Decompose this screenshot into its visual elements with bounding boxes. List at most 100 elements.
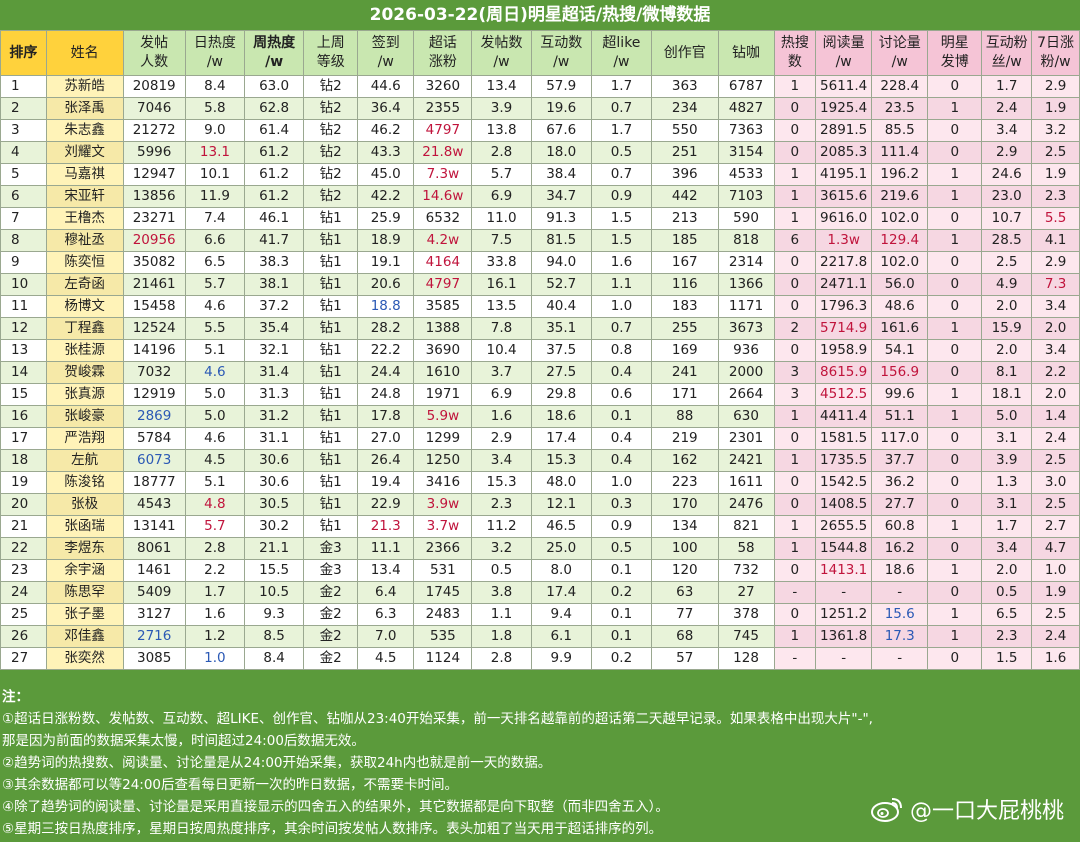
cell-interactive-fans: 2.9 xyxy=(981,141,1033,164)
cell-diamond: 2476 xyxy=(717,493,775,516)
cell-super-like: 1.7 xyxy=(590,119,653,142)
cell-posts: 3.7 xyxy=(471,361,532,384)
cell-name: 马嘉祺 xyxy=(45,163,124,186)
cell-creators: 100 xyxy=(651,537,719,560)
cell-super-like: 0.6 xyxy=(590,383,653,406)
cell-hot-search: 0 xyxy=(773,119,817,142)
column-header-star-posts: 明星 发博 xyxy=(927,30,983,76)
table-row: 11 杨博文 15458 4.6 37.2 钻1 18.8 3585 13.5 40.4 1.0 18… xyxy=(0,295,1080,318)
cell-diamond: 745 xyxy=(717,625,775,648)
cell-name: 左奇函 xyxy=(45,273,124,296)
table-body: 1 苏新皓 20819 8.4 63.0 钻2 44.6 3260 13.4 57.9 1.7 363… xyxy=(0,75,1080,670)
cell-interactions: 40.4 xyxy=(530,295,592,318)
notes-section: 注： ①超话日涨粉数、发帖数、互动数、超LIKE、创作官、钻咖从23:40开始采… xyxy=(0,685,1080,842)
cell-posts: 1.8 xyxy=(471,625,532,648)
cell-week-fans-growth: 2.5 xyxy=(1031,449,1080,472)
cell-reads: 1925.4 xyxy=(815,97,873,120)
cell-reads: 4411.4 xyxy=(815,405,873,428)
cell-checkin: 27.0 xyxy=(357,427,415,450)
cell-interactive-fans: 3.9 xyxy=(981,449,1033,472)
cell-daily-heat: 5.1 xyxy=(184,471,246,494)
cell-daily-heat: 5.7 xyxy=(184,273,246,296)
cell-interactions: 6.1 xyxy=(530,625,592,648)
cell-name: 张极 xyxy=(45,493,124,516)
cell-posts: 3.4 xyxy=(471,449,532,472)
cell-week-fans-growth: 2.5 xyxy=(1031,603,1080,626)
column-header-discussions: 讨论量 /w xyxy=(871,30,929,76)
cell-fans-growth: 3.7w xyxy=(413,515,473,538)
cell-star-posts: 1 xyxy=(927,383,983,406)
cell-diamond: 1611 xyxy=(717,471,775,494)
cell-diamond: 1366 xyxy=(717,273,775,296)
cell-weekly-heat: 10.5 xyxy=(244,581,305,604)
cell-rank: 20 xyxy=(0,493,47,516)
cell-rank: 21 xyxy=(0,515,47,538)
cell-star-posts: 1 xyxy=(927,603,983,626)
cell-weekly-heat: 61.4 xyxy=(244,119,305,142)
cell-week-fans-growth: 4.1 xyxy=(1031,229,1080,252)
cell-interactive-fans: 18.1 xyxy=(981,383,1033,406)
cell-super-like: 1.0 xyxy=(590,295,653,318)
cell-posters: 2869 xyxy=(122,405,186,428)
cell-weekly-heat: 8.4 xyxy=(244,647,305,670)
cell-super-like: 0.5 xyxy=(590,537,653,560)
cell-fans-growth: 1745 xyxy=(413,581,473,604)
table-row: 16 张峻豪 2869 5.0 31.2 钻1 17.8 5.9w 1.6 18.6 0.1 88 63… xyxy=(0,405,1080,428)
table-row: 1 苏新皓 20819 8.4 63.0 钻2 44.6 3260 13.4 57.9 1.7 363… xyxy=(0,75,1080,98)
cell-name: 张函瑞 xyxy=(45,515,124,538)
cell-discussions: 56.0 xyxy=(871,273,929,296)
cell-posts: 11.0 xyxy=(471,207,532,230)
cell-star-posts: 1 xyxy=(927,163,983,186)
page-title: 2026-03-22(周日)明星超话/热搜/微博数据 xyxy=(0,0,1080,30)
cell-daily-heat: 5.0 xyxy=(184,405,246,428)
cell-diamond: 2314 xyxy=(717,251,775,274)
cell-creators: 68 xyxy=(651,625,719,648)
cell-discussions: 102.0 xyxy=(871,207,929,230)
cell-weekly-heat: 61.2 xyxy=(244,163,305,186)
cell-super-like: 1.1 xyxy=(590,273,653,296)
cell-fans-growth: 2483 xyxy=(413,603,473,626)
cell-discussions: 129.4 xyxy=(871,229,929,252)
cell-star-posts: 0 xyxy=(927,273,983,296)
cell-reads: 4195.1 xyxy=(815,163,873,186)
cell-hot-search: 1 xyxy=(773,515,817,538)
cell-posters: 2716 xyxy=(122,625,186,648)
cell-creators: 219 xyxy=(651,427,719,450)
cell-checkin: 17.8 xyxy=(357,405,415,428)
cell-interactions: 8.0 xyxy=(530,559,592,582)
cell-discussions: 111.4 xyxy=(871,141,929,164)
cell-super-like: 1.0 xyxy=(590,471,653,494)
column-header-posts: 发帖数 /w xyxy=(471,30,532,76)
cell-star-posts: 0 xyxy=(927,251,983,274)
cell-creators: 170 xyxy=(651,493,719,516)
cell-posters: 13141 xyxy=(122,515,186,538)
cell-name: 丁程鑫 xyxy=(45,317,124,340)
cell-star-posts: 0 xyxy=(927,427,983,450)
cell-fans-growth: 1610 xyxy=(413,361,473,384)
cell-posters: 13856 xyxy=(122,185,186,208)
cell-star-posts: 1 xyxy=(927,185,983,208)
cell-fans-growth: 14.6w xyxy=(413,185,473,208)
cell-checkin: 24.4 xyxy=(357,361,415,384)
cell-interactions: 91.3 xyxy=(530,207,592,230)
cell-posters: 21461 xyxy=(122,273,186,296)
cell-daily-heat: 4.5 xyxy=(184,449,246,472)
cell-interactive-fans: 24.6 xyxy=(981,163,1033,186)
column-header-diamond: 钻咖 xyxy=(717,30,775,76)
cell-last-week-level: 钻2 xyxy=(303,97,359,120)
cell-week-fans-growth: 5.5 xyxy=(1031,207,1080,230)
cell-fans-growth: 4.2w xyxy=(413,229,473,252)
cell-week-fans-growth: 2.4 xyxy=(1031,625,1080,648)
cell-last-week-level: 钻1 xyxy=(303,317,359,340)
cell-posters: 20819 xyxy=(122,75,186,98)
cell-diamond: 936 xyxy=(717,339,775,362)
cell-checkin: 36.4 xyxy=(357,97,415,120)
cell-name: 王橹杰 xyxy=(45,207,124,230)
cell-name: 苏新皓 xyxy=(45,75,124,98)
cell-daily-heat: 1.6 xyxy=(184,603,246,626)
cell-posters: 5409 xyxy=(122,581,186,604)
cell-interactive-fans: 2.0 xyxy=(981,295,1033,318)
cell-super-like: 0.7 xyxy=(590,317,653,340)
cell-star-posts: 0 xyxy=(927,339,983,362)
cell-star-posts: 1 xyxy=(927,317,983,340)
